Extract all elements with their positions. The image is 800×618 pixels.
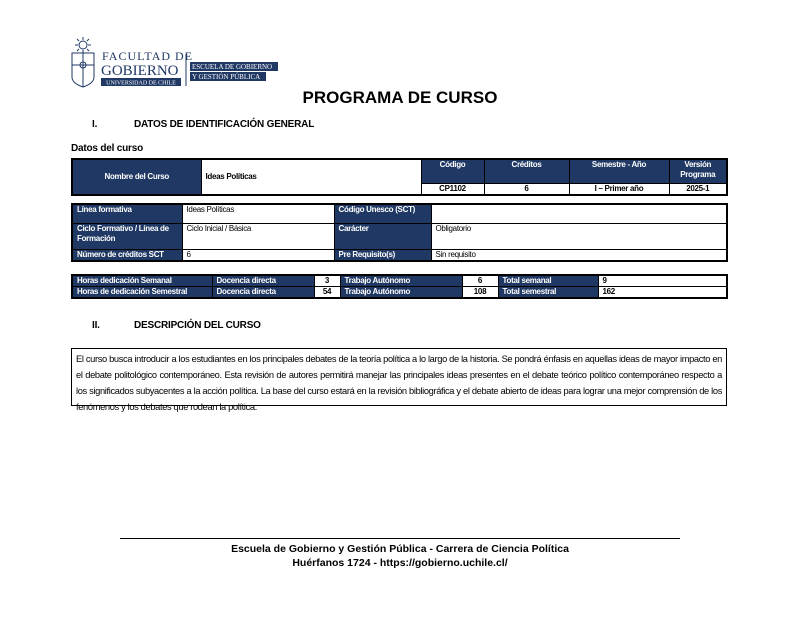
section-number: II. [92, 320, 100, 331]
hours-row-weekly: Horas dedicación Semanal Docencia direct… [71, 274, 728, 287]
unesco-label: Código Unesco (SCT) [333, 203, 432, 224]
footer-divider [120, 538, 680, 539]
sct-value: 6 [181, 248, 335, 262]
course-name-label: Nombre del Curso [71, 158, 202, 195]
autonomo-label: Trabajo Autónomo [339, 274, 463, 287]
section-1-heading: I. DATOS DE IDENTIFICACIÓN GENERAL [92, 119, 314, 130]
hours-label: Horas de dedicación Semestral [71, 286, 213, 299]
caracter-value: Obligatorio [430, 222, 728, 250]
svg-text:Y GESTIÓN PÚBLICA: Y GESTIÓN PÚBLICA [192, 73, 260, 81]
autonomo-value: 108 [461, 286, 499, 299]
section-title: DATOS DE IDENTIFICACIÓN GENERAL [134, 119, 315, 130]
docencia-label: Docencia directa [211, 274, 315, 287]
footer-line-2: Huérfanos 1724 - https://gobierno.uchile… [292, 557, 508, 569]
caracter-label: Carácter [333, 222, 432, 250]
svg-text:ESCUELA DE GOBIERNO: ESCUELA DE GOBIERNO [192, 63, 272, 71]
course-description: El curso busca introducir a los estudian… [71, 348, 727, 412]
hours-label: Horas dedicación Semanal [71, 274, 213, 287]
autonomo-value: 6 [461, 274, 499, 287]
course-semester: I – Primer año [568, 182, 670, 195]
section-number: I. [92, 119, 98, 130]
docencia-value: 3 [313, 274, 341, 287]
prereq-label: Pre Requisito(s) [333, 248, 432, 262]
details-table: Línea formativa Ideas Políticas Código U… [71, 203, 728, 262]
course-version: 2025-1 [668, 182, 728, 195]
course-table: Nombre del Curso Ideas Políticas Código … [71, 158, 728, 196]
prereq-value: Sin requisito [430, 248, 728, 262]
credits-label: Créditos [483, 158, 570, 184]
semester-label: Semestre - Año [568, 158, 670, 184]
total-value: 9 [597, 274, 728, 287]
version-label: Versión Programa [668, 158, 728, 184]
page-title: PROGRAMA DE CURSO [302, 88, 498, 107]
linea-label: Línea formativa [71, 203, 183, 224]
course-code: CP1102 [420, 182, 485, 195]
unesco-value [430, 203, 728, 224]
total-label: Total semanal [497, 274, 599, 287]
course-credits: 6 [483, 182, 570, 195]
total-label: Total semestral [497, 286, 599, 299]
code-label: Código [420, 158, 485, 184]
sct-label: Número de créditos SCT [71, 248, 183, 262]
svg-text:GOBIERNO: GOBIERNO [101, 63, 179, 79]
faculty-logo: FACULTAD DE GOBIERNO UNIVERSIDAD DE CHIL… [70, 36, 285, 88]
hours-row-semester: Horas de dedicación Semestral Docencia d… [71, 286, 728, 299]
ciclo-label: Ciclo Formativo / Línea de Formación [71, 222, 183, 250]
autonomo-label: Trabajo Autónomo [339, 286, 463, 299]
ciclo-value: Ciclo Inicial / Básica [181, 222, 335, 250]
total-value: 162 [597, 286, 728, 299]
section-title: DESCRIPCIÓN DEL CURSO [134, 320, 261, 331]
svg-text:FACULTAD DE: FACULTAD DE [102, 49, 193, 63]
docencia-label: Docencia directa [211, 286, 315, 299]
hours-table: Horas dedicación Semanal Docencia direct… [71, 274, 728, 299]
linea-value: Ideas Políticas [181, 203, 335, 224]
footer-line-1: Escuela de Gobierno y Gestión Pública - … [231, 543, 569, 555]
subsection-title: Datos del curso [71, 143, 144, 154]
course-name: Ideas Políticas [200, 158, 422, 195]
svg-text:UNIVERSIDAD DE CHILE: UNIVERSIDAD DE CHILE [106, 81, 176, 87]
section-2-heading: II. DESCRIPCIÓN DEL CURSO [92, 320, 261, 331]
docencia-value: 54 [313, 286, 341, 299]
